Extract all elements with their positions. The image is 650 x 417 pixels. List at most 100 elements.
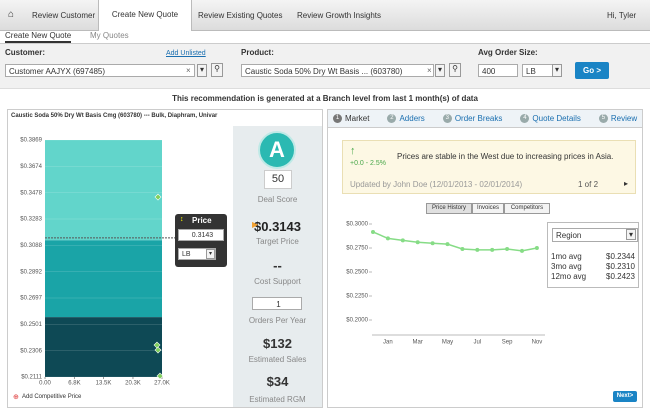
target-price: $0.3143	[254, 219, 301, 234]
grade-badge: A	[258, 131, 296, 169]
tab[interactable]: Order Breaks	[454, 114, 503, 123]
dropdown[interactable]: ▾	[435, 64, 445, 77]
tab[interactable]: Adders	[399, 114, 425, 123]
nav-tab[interactable]: Review Existing Quotes	[198, 11, 283, 20]
label: Estimated Sales	[248, 355, 307, 364]
point	[445, 242, 450, 247]
tab-number[interactable]: 5	[598, 114, 608, 123]
tab-number[interactable]: 4	[520, 114, 530, 123]
customer-input[interactable]: Customer AAJYX (697485)	[5, 64, 195, 77]
change: +0.0 - 2.5%	[350, 160, 386, 167]
clear-icon[interactable]: ×	[186, 66, 191, 75]
quantity-input[interactable]: 400	[478, 64, 518, 77]
clear-icon[interactable]: ×	[427, 66, 432, 75]
pager[interactable]: 1 of 2	[578, 180, 599, 189]
point	[430, 241, 435, 246]
chart-tab[interactable]: Competitors	[504, 203, 550, 214]
nav-tab[interactable]: Review Growth Insights	[297, 11, 382, 20]
price-input[interactable]: 0.3143	[178, 229, 224, 241]
tab-number[interactable]: 2	[387, 114, 397, 123]
message: Prices are stable in the West due to inc…	[397, 152, 614, 161]
tab[interactable]: Review	[610, 114, 638, 123]
link[interactable]: Add Competitive Price	[22, 394, 82, 400]
left-panel	[7, 109, 323, 408]
chart-tab[interactable]: Invoices	[472, 203, 504, 214]
arrow-icon: ▶	[252, 220, 259, 229]
point	[415, 240, 420, 245]
deal-point	[156, 372, 164, 380]
label: Cost Support	[254, 277, 301, 286]
add-icon[interactable]: ⊕	[13, 394, 19, 401]
next-button[interactable]: Next>	[613, 391, 637, 402]
link[interactable]: Add Unlisted	[166, 50, 206, 57]
label: Target Price	[256, 237, 299, 246]
dropdown[interactable]: ▾	[626, 229, 636, 240]
point	[475, 247, 480, 252]
up-arrow: ↑	[350, 145, 356, 157]
x-tick-label: 20.3K	[125, 381, 141, 387]
y-tick-label: $0.2697	[20, 296, 42, 302]
sub-tab-active[interactable]: Create New Quote	[5, 31, 72, 43]
x-tick-label: Nov	[532, 340, 543, 346]
point	[371, 229, 375, 234]
region-select[interactable]: Region	[552, 228, 638, 242]
x-tick-label: 0.00	[39, 381, 51, 387]
stat-label: 3mo avg	[551, 262, 582, 271]
dropdown[interactable]: ▾	[552, 64, 562, 77]
price-line	[372, 231, 538, 252]
point	[385, 236, 390, 241]
nav-tab[interactable]: Review Customer	[32, 11, 96, 20]
nav-tab-active[interactable]: Create New Quote	[98, 0, 192, 31]
price-band	[45, 317, 162, 377]
user-menu[interactable]: Hi, Tyler	[607, 11, 637, 20]
x-tick-label: 6.8K	[68, 381, 80, 387]
price-band	[45, 140, 162, 241]
sub-tab[interactable]: My Quotes	[90, 31, 129, 40]
y-tick-label: $0.3283	[20, 217, 42, 223]
label: Customer:	[5, 48, 46, 57]
stat-label: 12mo avg	[551, 272, 587, 281]
y-tick-label: $0.2306	[20, 348, 42, 354]
region-box	[547, 222, 639, 288]
y-tick-label: $0.2892	[20, 269, 42, 275]
dropdown[interactable]: ▾	[197, 64, 207, 77]
x-tick-label: Sep	[502, 340, 513, 346]
point	[505, 246, 510, 251]
stat-value: $0.2344	[606, 252, 635, 261]
score: 50	[264, 170, 292, 189]
y-tick-label: $0.2250	[346, 294, 368, 300]
tooltip-title: Price	[192, 216, 212, 225]
chart-frame	[340, 216, 545, 336]
y-tick-label: $0.3869	[20, 138, 42, 144]
chart-tab-active[interactable]: Price History	[426, 203, 472, 214]
dropdown[interactable]: ▾	[206, 249, 215, 259]
orders-input[interactable]: 1	[252, 297, 302, 310]
tab-active[interactable]: Market	[345, 114, 370, 123]
x-tick-label: Jan	[383, 340, 393, 346]
point	[460, 246, 465, 251]
stat-label: 1mo avg	[551, 252, 582, 261]
y-tick-label: $0.2750	[346, 246, 368, 252]
search-button[interactable]: ⚲	[449, 63, 461, 77]
y-tick-label: $0.2000	[346, 318, 368, 324]
tab-number[interactable]: 3	[442, 114, 452, 123]
search-button[interactable]: ⚲	[211, 63, 223, 77]
home-icon[interactable]: ⌂	[8, 9, 15, 20]
label: Deal Score	[257, 195, 298, 204]
label: Product:	[241, 48, 274, 57]
right-panel	[327, 109, 643, 408]
x-tick-label: May	[442, 340, 453, 346]
point	[400, 238, 405, 243]
tab[interactable]: Quote Details	[532, 114, 581, 123]
cost-support: --	[273, 258, 282, 273]
next-arrow[interactable]: ▸	[624, 179, 629, 188]
point	[520, 248, 524, 253]
product-input[interactable]: Caustic Soda 50% Dry Wt Basis ... (60378…	[241, 64, 434, 77]
label: Orders Per Year	[248, 316, 307, 325]
price-band	[45, 240, 162, 318]
tab-number[interactable]: 1	[333, 114, 342, 123]
deal-point	[154, 193, 162, 201]
x-tick-label: 27.0K	[154, 381, 170, 387]
go-button[interactable]: Go >	[575, 62, 609, 79]
